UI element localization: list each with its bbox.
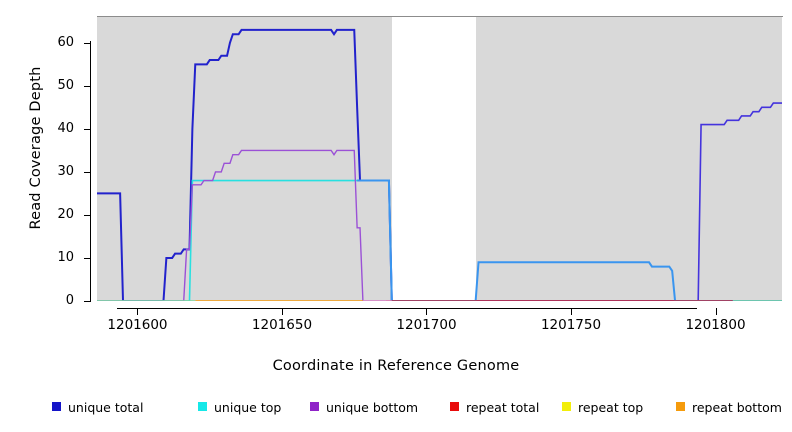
- legend-swatch-icon: [450, 402, 459, 411]
- x-tick-label: 1201800: [685, 317, 746, 333]
- legend-label: repeat top: [578, 399, 644, 415]
- y-tick: [84, 42, 91, 44]
- shaded-region: [475, 17, 782, 301]
- legend-item-repeat-bottom[interactable]: repeat bottom: [676, 399, 782, 415]
- legend-item-unique-top[interactable]: unique top: [198, 399, 281, 415]
- legend-swatch-icon: [310, 402, 319, 411]
- x-axis-title: Coordinate in Reference Genome: [272, 358, 520, 374]
- legend-label: unique bottom: [326, 399, 419, 415]
- legend-swatch-icon: [198, 402, 207, 411]
- y-tick-label: 60: [57, 34, 74, 50]
- x-tick-label: 1201750: [540, 317, 602, 333]
- legend-item-unique-bottom[interactable]: unique bottom: [310, 399, 418, 415]
- x-axis-line: [117, 308, 697, 309]
- x-tick-label: 1201700: [396, 317, 457, 333]
- series-layer: [97, 28, 782, 301]
- y-tick-label: 30: [57, 163, 74, 179]
- plot-area: [97, 17, 782, 301]
- y-tick-label: 50: [57, 77, 74, 93]
- y-tick: [84, 128, 91, 130]
- y-tick: [84, 301, 91, 302]
- x-tick: [137, 308, 139, 315]
- series-line: [357, 179, 782, 301]
- y-axis-title: Read Coverage Depth: [28, 66, 44, 230]
- series-line: [97, 28, 782, 301]
- plot-top-border: [97, 16, 783, 17]
- x-tick: [281, 308, 283, 315]
- x-tick-label: 1201600: [107, 317, 168, 333]
- legend-label: unique top: [214, 399, 282, 415]
- legend-label: repeat total: [466, 399, 540, 415]
- legend-swatch-icon: [676, 402, 685, 411]
- legend-label: repeat bottom: [692, 399, 782, 415]
- chart-legend: unique total unique top unique bottom repea…: [0, 399, 792, 419]
- y-tick-label: 0: [65, 293, 74, 308]
- x-tick: [571, 308, 572, 315]
- series-line: [97, 179, 782, 301]
- y-tick: [84, 85, 91, 87]
- y-tick-label: 10: [57, 249, 74, 265]
- legend-label: unique total: [68, 399, 144, 415]
- series-line: [675, 102, 782, 301]
- x-tick: [715, 308, 717, 315]
- y-tick-label: 20: [57, 206, 74, 222]
- legend-item-unique-total[interactable]: unique total: [52, 399, 143, 415]
- x-tick: [426, 308, 428, 315]
- y-tick: [84, 214, 91, 216]
- x-tick-label: 1201650: [251, 317, 313, 333]
- legend-swatch-icon: [52, 402, 61, 411]
- y-tick: [84, 171, 91, 173]
- y-tick: [84, 257, 91, 259]
- y-tick-label: 40: [57, 120, 74, 136]
- y-axis-line: [90, 41, 91, 302]
- legend-item-repeat-total[interactable]: repeat total: [450, 399, 539, 415]
- legend-swatch-icon: [562, 402, 571, 411]
- shaded-region: [97, 17, 392, 301]
- series-line: [97, 149, 782, 301]
- legend-item-repeat-top[interactable]: repeat top: [562, 399, 643, 415]
